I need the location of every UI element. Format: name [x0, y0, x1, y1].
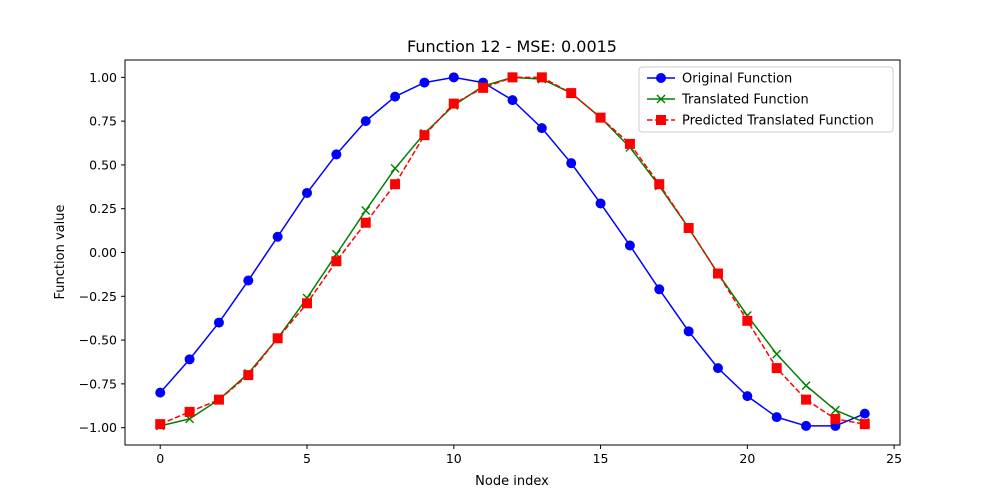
- y-tick-label: −0.75: [79, 376, 117, 391]
- data-point-original-function: [536, 123, 547, 134]
- data-point-translated-function: [801, 381, 811, 391]
- y-tick-label: 0.75: [89, 114, 117, 129]
- x-tick-label: 20: [739, 451, 755, 466]
- data-point-predicted-translated-function: [390, 179, 401, 190]
- data-point-predicted-translated-function: [478, 82, 489, 93]
- legend-entry-translated-function: Translated Function: [647, 93, 809, 108]
- data-point-original-function: [419, 77, 430, 88]
- data-point-predicted-translated-function: [771, 363, 782, 374]
- data-point-original-function: [184, 354, 195, 365]
- legend-marker-translated-function: [656, 94, 666, 104]
- data-point-original-function: [595, 198, 606, 209]
- data-point-original-function: [712, 363, 723, 374]
- data-point-predicted-translated-function: [155, 419, 166, 430]
- y-tick-label: 0.00: [89, 245, 117, 260]
- data-point-translated-function: [830, 405, 840, 415]
- chart-title: Function 12 - MSE: 0.0015: [407, 37, 617, 56]
- data-point-original-function: [448, 72, 459, 83]
- data-point-original-function: [771, 412, 782, 423]
- data-point-translated-function: [361, 205, 371, 215]
- data-point-predicted-translated-function: [595, 112, 606, 123]
- data-point-predicted-translated-function: [448, 98, 459, 109]
- x-axis-title: Node index: [475, 474, 549, 489]
- data-point-original-function: [272, 231, 283, 242]
- data-point-translated-function: [772, 349, 782, 359]
- data-point-predicted-translated-function: [712, 268, 723, 279]
- y-tick-label: 0.50: [89, 157, 117, 172]
- data-point-predicted-translated-function: [566, 88, 577, 99]
- y-tick-label: −0.50: [79, 333, 117, 348]
- data-point-original-function: [302, 187, 313, 198]
- data-point-original-function: [243, 275, 254, 286]
- data-point-predicted-translated-function: [184, 406, 195, 417]
- data-point-original-function: [859, 408, 870, 419]
- legend: Original Function Translated Function Pred…: [638, 66, 894, 133]
- x-tick-label: 10: [446, 451, 462, 466]
- data-point-original-function: [683, 326, 694, 337]
- data-point-original-function: [390, 91, 401, 102]
- data-point-predicted-translated-function: [742, 315, 753, 326]
- data-point-predicted-translated-function: [654, 179, 665, 190]
- y-axis-title: Function value: [53, 205, 68, 300]
- series-original-function: [155, 72, 870, 431]
- data-point-original-function: [331, 149, 342, 160]
- data-point-predicted-translated-function: [507, 72, 518, 83]
- data-point-predicted-translated-function: [683, 222, 694, 233]
- x-tick-label: 25: [886, 451, 902, 466]
- data-point-predicted-translated-function: [419, 130, 430, 141]
- y-tick-label: 1.00: [89, 70, 117, 85]
- data-point-predicted-translated-function: [272, 333, 283, 344]
- data-point-original-function: [801, 420, 812, 431]
- data-point-predicted-translated-function: [243, 370, 254, 381]
- x-tick-label: 15: [593, 451, 609, 466]
- data-point-original-function: [742, 391, 753, 402]
- data-point-translated-function: [390, 163, 400, 173]
- x-tick-label: 0: [156, 451, 164, 466]
- legend-marker-predicted-translated-function: [656, 115, 666, 125]
- data-point-original-function: [360, 116, 371, 127]
- data-point-predicted-translated-function: [624, 138, 635, 149]
- data-point-predicted-translated-function: [213, 394, 224, 405]
- plot-area: [155, 72, 870, 431]
- data-point-predicted-translated-function: [302, 298, 313, 309]
- y-tick-label: 0.25: [89, 201, 117, 216]
- data-point-original-function: [213, 317, 224, 328]
- data-point-original-function: [654, 284, 665, 295]
- legend-marker-original-function: [656, 73, 666, 83]
- series-predicted-translated-function: [155, 72, 870, 430]
- legend-entry-predicted-translated-function: Predicted Translated Function: [647, 114, 874, 129]
- data-point-original-function: [624, 240, 635, 251]
- y-tick-label: −0.25: [79, 289, 117, 304]
- data-point-predicted-translated-function: [859, 419, 870, 430]
- legend-label: Predicted Translated Function: [682, 114, 874, 129]
- y-tick-label: −1.00: [79, 420, 117, 435]
- data-point-predicted-translated-function: [801, 394, 812, 405]
- legend-box: [638, 66, 894, 133]
- data-point-original-function: [155, 387, 166, 398]
- data-point-original-function: [566, 158, 577, 169]
- data-point-predicted-translated-function: [536, 72, 547, 83]
- x-axis: 0 5 10 15 20 25: [156, 445, 902, 466]
- data-point-original-function: [507, 95, 518, 106]
- x-tick-label: 5: [303, 451, 311, 466]
- y-axis: −1.00 −0.75 −0.50 −0.25 0.00 0.25 0.50 0.75 1.00: [79, 70, 125, 435]
- legend-entry-original-function: Original Function: [647, 72, 792, 87]
- legend-label: Translated Function: [681, 93, 809, 108]
- data-point-predicted-translated-function: [331, 256, 342, 267]
- data-point-predicted-translated-function: [830, 413, 841, 424]
- data-point-predicted-translated-function: [360, 217, 371, 228]
- legend-label: Original Function: [682, 72, 792, 87]
